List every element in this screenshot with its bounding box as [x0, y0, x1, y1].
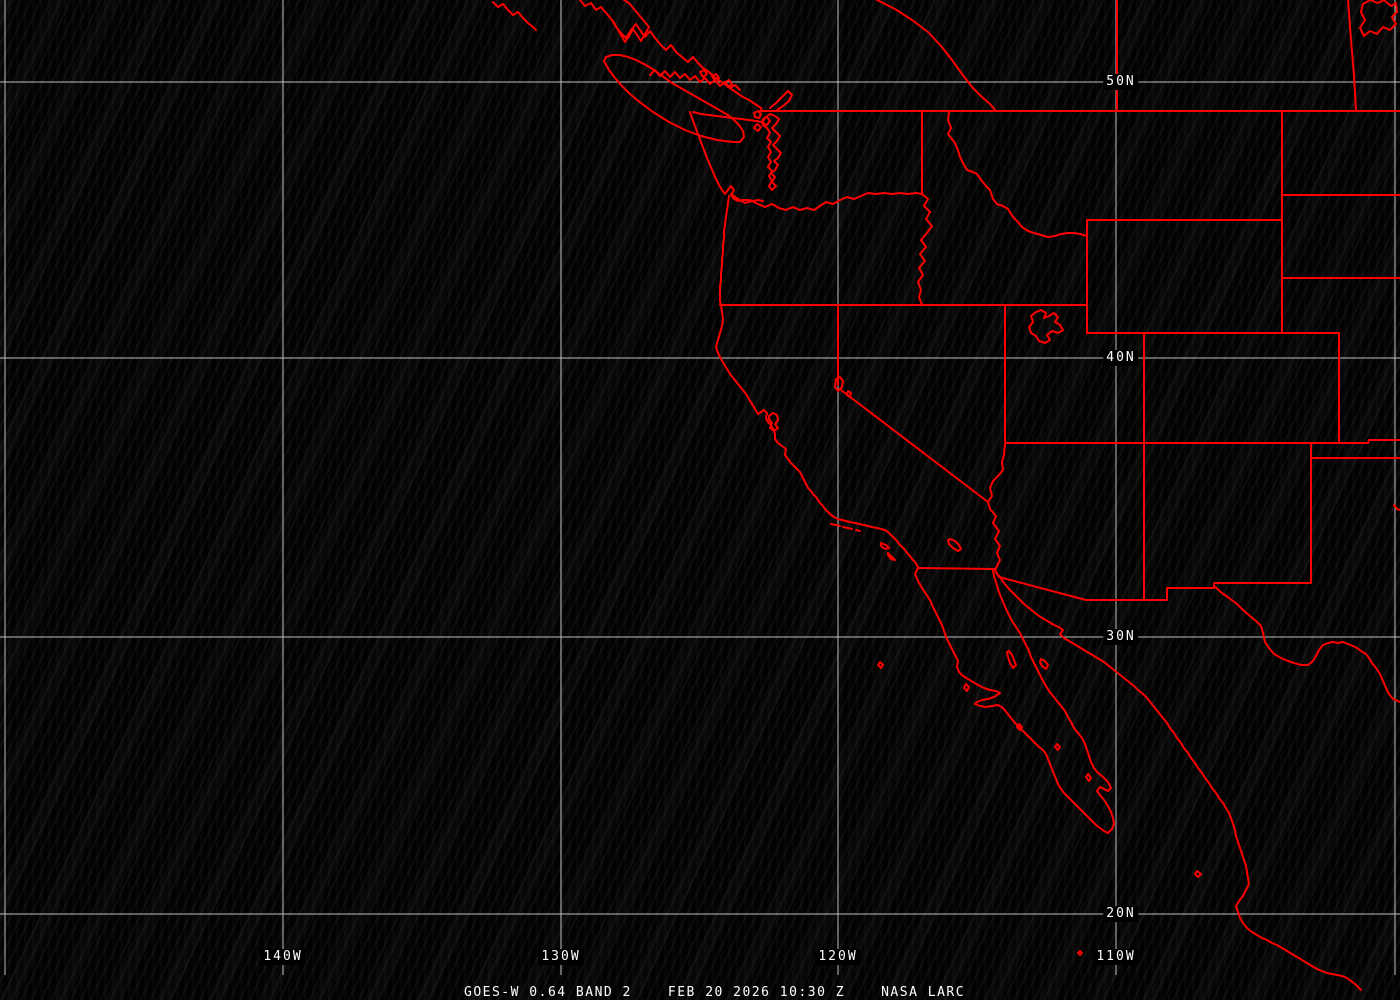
coastline-border-overlay — [492, 0, 1400, 991]
colorado-river-delta — [994, 569, 1001, 578]
santa-catalina-island — [880, 542, 890, 550]
lon-label-110w: 110W — [1093, 949, 1139, 965]
san-juan-island-1 — [753, 110, 762, 119]
puget-sound — [761, 113, 782, 191]
isla-tiburon — [1039, 658, 1049, 670]
lon-label-130w: 130W — [538, 949, 584, 965]
lat-label-20n: 20N — [1103, 906, 1139, 922]
inside-passage-squiggle — [649, 69, 741, 91]
salton-sea — [947, 538, 962, 552]
washington-oregon-border-columbia-river — [730, 192, 923, 211]
baja-pacific-coast — [914, 567, 1109, 834]
manitoba-lake — [1359, 0, 1398, 37]
caption-datetime: FEB 20 2026 10:30 Z — [667, 985, 846, 1000]
isla-cedros — [963, 683, 970, 692]
burrard-inlet — [769, 90, 793, 111]
isla-angel-de-la-guarda — [1006, 650, 1017, 669]
baja-gulf-coast — [992, 570, 1115, 834]
lon-label-140w: 140W — [260, 949, 306, 965]
isla-cerralvo — [1085, 773, 1092, 782]
lat-label-50n: 50N — [1103, 74, 1139, 90]
saskatchewan-manitoba-border — [1347, 0, 1357, 112]
isla-guadalupe — [877, 661, 884, 669]
san-juan-island-3 — [753, 123, 762, 132]
bc-mainland-coast — [579, 0, 763, 112]
sinaloa-barrier-island — [1194, 870, 1202, 878]
san-clemente-island — [887, 552, 896, 561]
gulf-islet-1 — [1016, 723, 1023, 731]
oregon-coast — [719, 195, 730, 306]
rio-grande — [1213, 585, 1400, 703]
socorro-island — [1077, 950, 1083, 956]
bc-alberta-border — [876, 0, 997, 112]
lat-label-40n: 40N — [1103, 350, 1139, 366]
great-salt-lake — [1028, 309, 1064, 344]
lake-tahoe — [834, 376, 844, 392]
channel-islands-east — [855, 529, 861, 532]
caption-product: GOES-W 0.64 BAND 2 — [464, 985, 632, 1000]
mexico-border-west — [917, 567, 996, 570]
channel-islands-mid — [842, 526, 853, 530]
san-francisco-bay — [768, 412, 779, 432]
mexico-border-arizona — [994, 569, 1215, 601]
border-37n — [1004, 439, 1400, 444]
lat-label-30n: 30N — [1103, 629, 1139, 645]
washington-coast — [689, 111, 764, 202]
gulf-islet-2 — [1054, 743, 1061, 751]
bc-coast-islands — [612, 0, 650, 43]
red-river-tip — [1393, 504, 1400, 511]
image-caption: GOES-W 0.64 BAND 2 FEB 20 2026 10:30 Z N… — [464, 985, 965, 1000]
oregon-idaho-border-snake-river — [917, 193, 933, 306]
gabriola-island — [724, 79, 733, 88]
lasqueti-island — [711, 73, 720, 82]
caption-credit: NASA LARC — [881, 985, 966, 1000]
channel-islands-west — [830, 523, 841, 527]
lon-label-120w: 120W — [815, 949, 861, 965]
california-coast — [715, 304, 919, 569]
colorado-river-state-border — [987, 443, 1006, 571]
sonora-sinaloa-coast — [999, 576, 1362, 991]
juan-de-fuca-shore — [692, 111, 763, 123]
california-nevada-diagonal-border — [840, 389, 989, 503]
idaho-montana-border-bitterroot — [947, 110, 1088, 238]
texada-island — [699, 69, 708, 78]
vancouver-island — [603, 54, 745, 143]
top-island-chain — [492, 1, 537, 31]
latlon-grid-lines — [0, 0, 1400, 975]
